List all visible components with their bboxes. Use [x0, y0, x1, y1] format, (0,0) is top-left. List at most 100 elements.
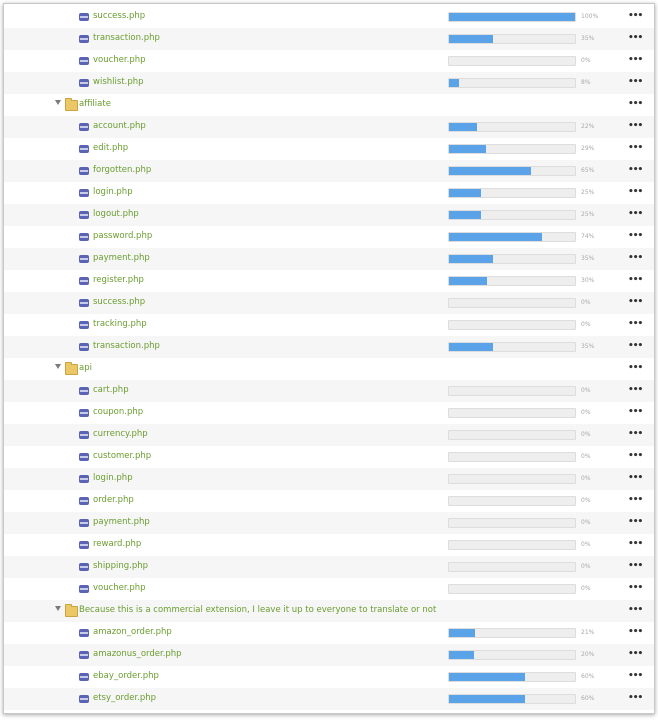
file-row[interactable]: success.php 100% ••• [4, 6, 654, 28]
expanded-triangle-icon[interactable] [55, 100, 61, 105]
more-options-icon[interactable]: ••• [628, 341, 643, 351]
file-name-link[interactable]: reward.php [93, 539, 142, 549]
more-options-icon[interactable]: ••• [628, 495, 643, 505]
file-name-link[interactable]: logout.php [93, 209, 139, 219]
more-options-icon[interactable]: ••• [628, 451, 643, 461]
file-name-link[interactable]: order.php [93, 495, 134, 505]
more-options-icon[interactable]: ••• [628, 209, 643, 219]
file-row[interactable]: currency.php 0% ••• [4, 424, 654, 446]
more-options-icon[interactable]: ••• [628, 33, 643, 43]
file-row[interactable]: voucher.php 0% ••• [4, 50, 654, 72]
more-options-icon[interactable]: ••• [628, 319, 643, 329]
file-name-link[interactable]: password.php [93, 231, 153, 241]
file-name-link[interactable]: tracking.php [93, 319, 147, 329]
file-name-link[interactable]: login.php [93, 473, 133, 483]
folder-name-link[interactable]: affiliate [79, 99, 111, 109]
more-options-icon[interactable]: ••• [628, 121, 643, 131]
more-options-icon[interactable]: ••• [628, 517, 643, 527]
file-row[interactable]: amazonus_order.php 20% ••• [4, 644, 654, 666]
file-row[interactable]: order.php 0% ••• [4, 490, 654, 512]
file-name-link[interactable]: transaction.php [93, 341, 160, 351]
file-name-link[interactable]: transaction.php [93, 33, 160, 43]
more-options-icon[interactable]: ••• [628, 297, 643, 307]
file-row[interactable]: payment.php 0% ••• [4, 512, 654, 534]
file-row[interactable]: reward.php 0% ••• [4, 534, 654, 556]
more-options-icon[interactable]: ••• [628, 11, 643, 21]
more-options-icon[interactable]: ••• [628, 187, 643, 197]
file-row[interactable]: success.php 0% ••• [4, 292, 654, 314]
more-options-icon[interactable]: ••• [628, 671, 643, 681]
file-name-link[interactable]: edit.php [93, 143, 129, 153]
file-row[interactable]: shipping.php 0% ••• [4, 556, 654, 578]
file-name-link[interactable]: ebay_order.php [93, 671, 159, 681]
file-name-link[interactable]: wishlist.php [93, 77, 144, 87]
progress-percent: 21% [581, 629, 595, 636]
more-options-icon[interactable]: ••• [628, 539, 643, 549]
file-name-link[interactable]: register.php [93, 275, 144, 285]
file-name-link[interactable]: payment.php [93, 517, 150, 527]
expanded-triangle-icon[interactable] [55, 364, 61, 369]
more-options-icon[interactable]: ••• [628, 407, 643, 417]
more-options-icon[interactable]: ••• [628, 429, 643, 439]
file-row[interactable]: coupon.php 0% ••• [4, 402, 654, 424]
more-options-icon[interactable]: ••• [628, 165, 643, 175]
file-row[interactable]: tracking.php 0% ••• [4, 314, 654, 336]
file-row[interactable]: forgotten.php 65% ••• [4, 160, 654, 182]
more-options-icon[interactable]: ••• [628, 605, 643, 615]
file-row[interactable]: transaction.php 35% ••• [4, 28, 654, 50]
more-options-icon[interactable]: ••• [628, 55, 643, 65]
file-name-link[interactable]: coupon.php [93, 407, 144, 417]
folder-row[interactable]: affiliate ••• [4, 94, 654, 116]
file-row[interactable]: register.php 30% ••• [4, 270, 654, 292]
file-row[interactable]: wishlist.php 8% ••• [4, 72, 654, 94]
more-options-icon[interactable]: ••• [628, 363, 643, 373]
file-name-link[interactable]: forgotten.php [93, 165, 152, 175]
file-name-link[interactable]: amazon_order.php [93, 627, 172, 637]
more-options-icon[interactable]: ••• [628, 275, 643, 285]
file-name-link[interactable]: payment.php [93, 253, 150, 263]
file-row[interactable]: amazon_order.php 21% ••• [4, 622, 654, 644]
file-row[interactable]: cart.php 0% ••• [4, 380, 654, 402]
folder-name-link[interactable]: api [79, 363, 92, 373]
file-row[interactable]: login.php 0% ••• [4, 468, 654, 490]
more-options-icon[interactable]: ••• [628, 627, 643, 637]
file-row[interactable]: edit.php 29% ••• [4, 138, 654, 160]
file-row[interactable]: account.php 22% ••• [4, 116, 654, 138]
more-options-icon[interactable]: ••• [628, 143, 643, 153]
more-options-icon[interactable]: ••• [628, 693, 643, 703]
file-name-link[interactable]: voucher.php [93, 583, 146, 593]
file-name-link[interactable]: cart.php [93, 385, 129, 395]
file-name-link[interactable]: shipping.php [93, 561, 148, 571]
more-options-icon[interactable]: ••• [628, 649, 643, 659]
file-row[interactable]: ebay_order.php 60% ••• [4, 666, 654, 688]
file-row[interactable]: customer.php 0% ••• [4, 446, 654, 468]
more-options-icon[interactable]: ••• [628, 253, 643, 263]
file-name-link[interactable]: voucher.php [93, 55, 146, 65]
file-row[interactable]: password.php 74% ••• [4, 226, 654, 248]
file-row[interactable]: transaction.php 35% ••• [4, 336, 654, 358]
more-options-icon[interactable]: ••• [628, 77, 643, 87]
file-row[interactable]: login.php 25% ••• [4, 182, 654, 204]
file-row[interactable]: logout.php 25% ••• [4, 204, 654, 226]
more-options-icon[interactable]: ••• [628, 99, 643, 109]
file-row[interactable]: etsy_order.php 60% ••• [4, 688, 654, 710]
folder-name-link[interactable]: Because this is a commercial extension, … [79, 605, 437, 615]
more-options-icon[interactable]: ••• [628, 473, 643, 483]
file-row[interactable]: payment.php 35% ••• [4, 248, 654, 270]
file-name-link[interactable]: customer.php [93, 451, 152, 461]
file-row[interactable]: voucher.php 0% ••• [4, 578, 654, 600]
file-name-link[interactable]: etsy_order.php [93, 693, 157, 703]
more-options-icon[interactable]: ••• [628, 583, 643, 593]
folder-row[interactable]: api ••• [4, 358, 654, 380]
file-name-link[interactable]: success.php [93, 11, 146, 21]
folder-row[interactable]: Because this is a commercial extension, … [4, 600, 654, 622]
file-name-link[interactable]: success.php [93, 297, 146, 307]
file-name-link[interactable]: login.php [93, 187, 133, 197]
more-options-icon[interactable]: ••• [628, 561, 643, 571]
expanded-triangle-icon[interactable] [55, 606, 61, 611]
file-name-link[interactable]: amazonus_order.php [93, 649, 182, 659]
more-options-icon[interactable]: ••• [628, 231, 643, 241]
file-name-link[interactable]: currency.php [93, 429, 148, 439]
more-options-icon[interactable]: ••• [628, 385, 643, 395]
file-name-link[interactable]: account.php [93, 121, 146, 131]
